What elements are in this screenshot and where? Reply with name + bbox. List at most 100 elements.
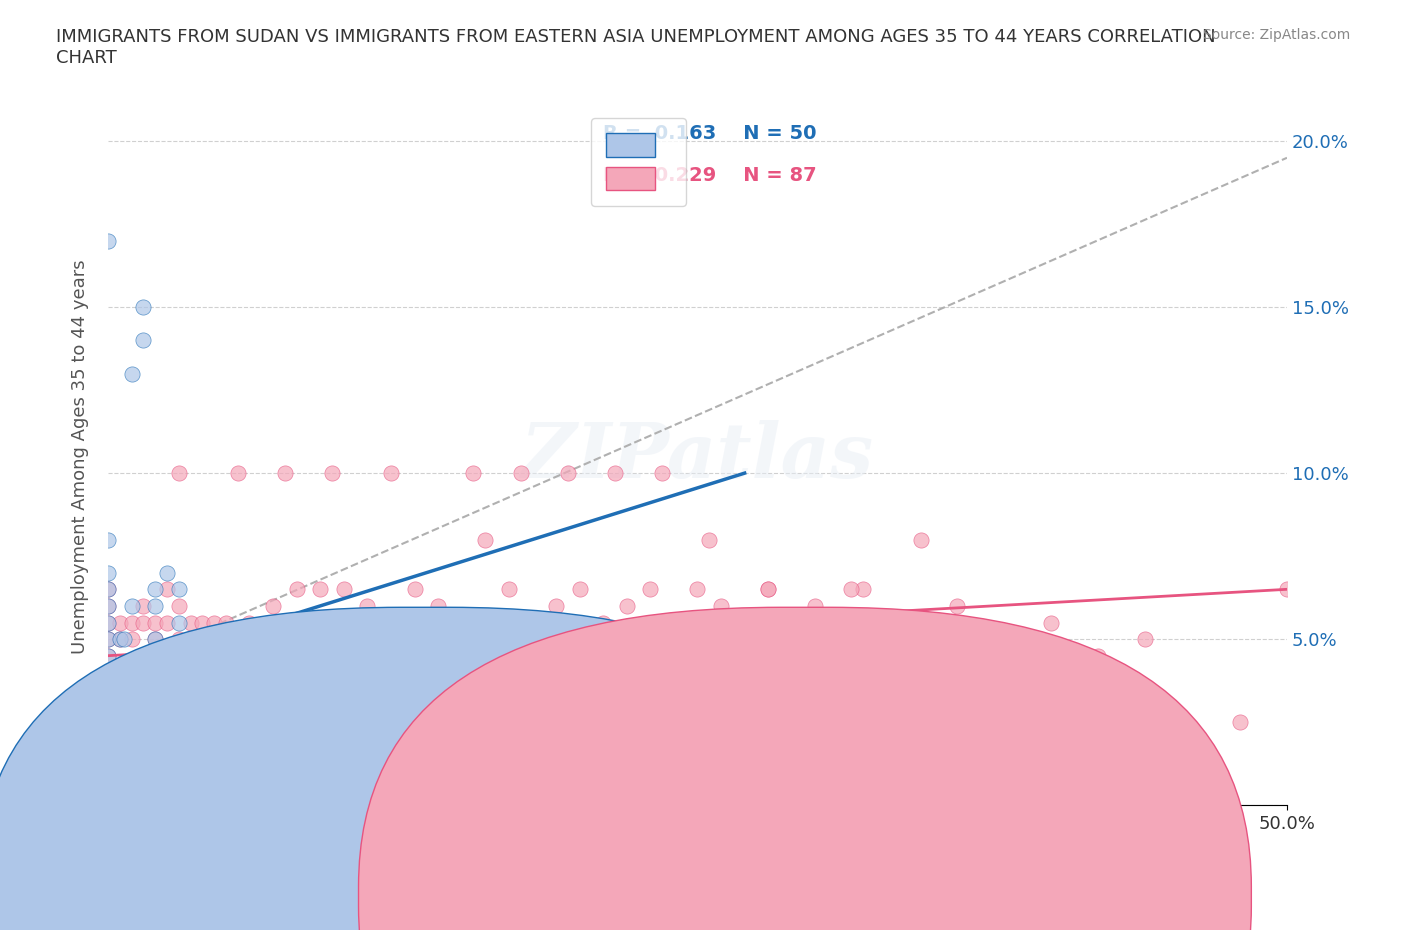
Point: [104, 798, 127, 813]
Point: [568, 582, 591, 597]
Point: [686, 682, 709, 697]
Point: [132, 299, 155, 314]
Point: [104, 731, 127, 746]
Point: [498, 582, 520, 597]
Text: IMMIGRANTS FROM SUDAN VS IMMIGRANTS FROM EASTERN ASIA UNEMPLOYMENT AMONG AGES 35: IMMIGRANTS FROM SUDAN VS IMMIGRANTS FROM…: [56, 28, 1216, 67]
Point: [143, 615, 166, 630]
Point: [333, 682, 356, 697]
Point: [97, 798, 120, 813]
Point: [114, 631, 136, 646]
Point: [651, 466, 673, 481]
Point: [380, 615, 402, 630]
Point: [108, 631, 131, 646]
Point: [662, 615, 685, 630]
Point: [97, 565, 120, 580]
Point: [108, 665, 131, 680]
Point: [97, 582, 120, 597]
Point: [167, 582, 190, 597]
Point: [121, 631, 143, 646]
Point: [839, 582, 862, 597]
Point: [156, 648, 179, 663]
Point: [734, 615, 756, 630]
Point: [191, 631, 214, 646]
Point: [522, 615, 544, 630]
Point: [180, 615, 202, 630]
Point: [202, 665, 225, 680]
Point: [226, 466, 249, 481]
Point: [180, 648, 202, 663]
Point: [121, 665, 143, 680]
Point: [910, 532, 932, 547]
Point: [1275, 582, 1298, 597]
Point: [172, 698, 194, 713]
Point: [463, 466, 485, 481]
Point: [132, 648, 155, 663]
Point: [616, 599, 638, 614]
Point: [238, 682, 260, 697]
Point: [191, 665, 214, 680]
Point: [97, 665, 120, 680]
Text: Immigrants from Eastern Asia: Immigrants from Eastern Asia: [740, 840, 1008, 857]
Point: [97, 233, 120, 248]
Point: [898, 615, 921, 630]
Point: [202, 615, 225, 630]
Point: [167, 615, 190, 630]
Point: [149, 798, 172, 813]
Point: [321, 466, 343, 481]
Point: [108, 682, 131, 697]
Point: [202, 648, 225, 663]
Point: [167, 665, 190, 680]
Point: [262, 665, 284, 680]
Text: Source: ZipAtlas.com: Source: ZipAtlas.com: [1202, 28, 1350, 42]
Point: [97, 631, 120, 646]
Point: [285, 665, 308, 680]
Point: [97, 698, 120, 713]
Point: [756, 582, 779, 597]
Point: [734, 665, 756, 680]
Point: [156, 615, 179, 630]
Point: [697, 532, 720, 547]
Point: [1229, 714, 1251, 729]
Point: [191, 615, 214, 630]
Point: [509, 466, 531, 481]
Text: R =  0.229    N = 87: R = 0.229 N = 87: [603, 166, 817, 185]
Point: [191, 665, 214, 680]
Point: [427, 599, 450, 614]
Point: [238, 648, 260, 663]
Point: [262, 599, 284, 614]
Point: [156, 565, 179, 580]
Point: [616, 665, 638, 680]
Point: [1181, 731, 1204, 746]
Point: [568, 665, 591, 680]
Point: [262, 631, 284, 646]
Point: [603, 466, 626, 481]
Point: [156, 648, 179, 663]
Point: [97, 615, 120, 630]
Point: [592, 615, 614, 630]
Point: [97, 682, 120, 697]
Point: [97, 665, 120, 680]
Point: [97, 648, 120, 663]
Legend: , : ,: [591, 118, 686, 206]
Point: [97, 615, 120, 630]
Point: [710, 599, 733, 614]
Point: [97, 599, 120, 614]
Point: [143, 631, 166, 646]
Text: ZIPatlas: ZIPatlas: [520, 419, 875, 494]
Point: [450, 615, 472, 630]
Point: [97, 798, 120, 813]
Point: [309, 615, 332, 630]
Point: [274, 466, 297, 481]
Point: [404, 665, 426, 680]
Point: [215, 665, 238, 680]
Point: [97, 532, 120, 547]
Point: [946, 599, 969, 614]
Text: Immigrants from Sudan: Immigrants from Sudan: [413, 840, 627, 857]
Point: [333, 615, 356, 630]
Point: [132, 333, 155, 348]
Point: [132, 615, 155, 630]
Point: [143, 599, 166, 614]
Point: [640, 582, 662, 597]
Point: [1040, 615, 1063, 630]
Point: [97, 698, 120, 713]
